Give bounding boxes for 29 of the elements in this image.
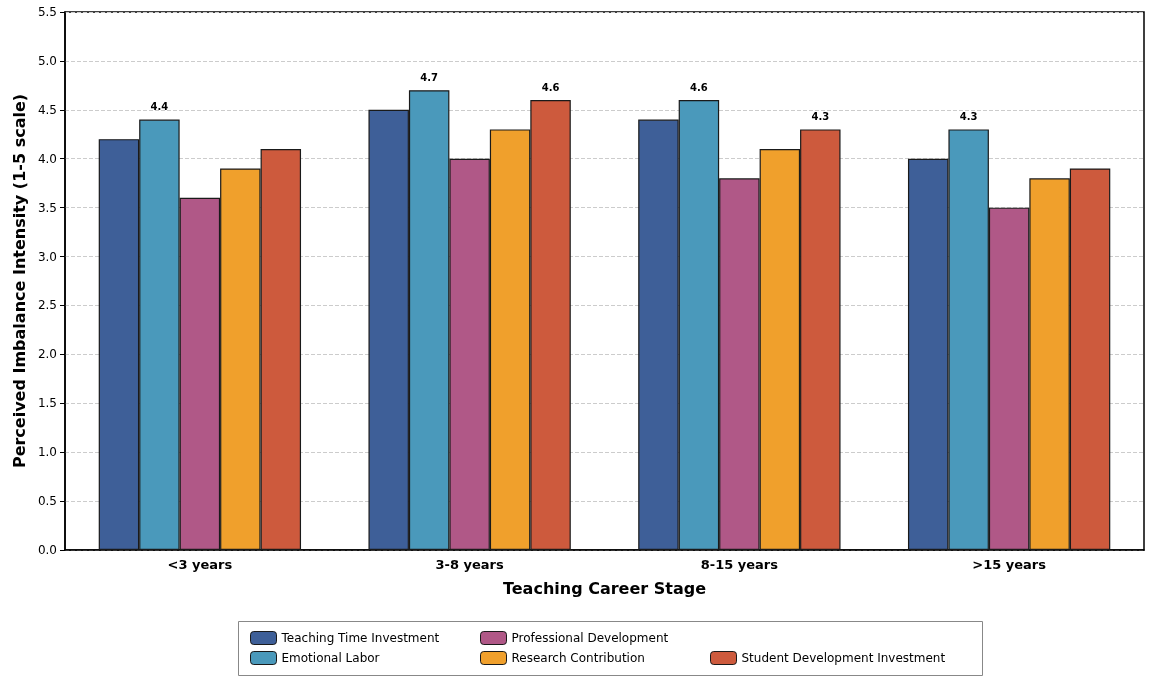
y-tick-label: 2.5: [37, 298, 57, 313]
legend-label: Emotional Labor: [281, 651, 380, 665]
data-label: 4.6: [690, 81, 708, 93]
data-label: 4.6: [541, 81, 560, 93]
y-tick-label: 2.0: [37, 347, 57, 362]
x-tick-label: 8-15 years: [700, 557, 779, 572]
y-tick-label: 5.5: [37, 5, 57, 19]
y-axis-title: Perceived Imbalance Intensity (1-5 scale): [9, 93, 29, 469]
data-label: 4.3: [959, 110, 978, 122]
legend-label: Professional Development: [511, 631, 669, 645]
y-tick-label: 5.0: [37, 53, 57, 68]
y-tick-label: 4.5: [37, 102, 57, 117]
x-tick-label: >15 years: [972, 557, 1047, 572]
data-label: 4.7: [420, 71, 439, 83]
x-axis-title: Teaching Career Stage: [502, 578, 707, 598]
legend-label: Student Development Investment: [741, 651, 946, 665]
legend-label: Teaching Time Investment: [280, 631, 440, 645]
y-tick-label: 4.0: [37, 151, 57, 166]
x-tick-label: 3-8 years: [435, 557, 504, 572]
y-tick-label: 3.5: [37, 200, 57, 215]
x-tick-label: <3 years: [167, 557, 233, 572]
data-label: 4.3: [811, 110, 830, 122]
y-tick-label: 1.0: [37, 445, 57, 460]
y-tick-label: 0.5: [37, 494, 57, 509]
y-tick-label: 0.0: [37, 543, 57, 557]
data-label: 4.4: [150, 101, 169, 113]
y-tick-label: 3.0: [37, 249, 57, 264]
legend-label: Research Contribution: [511, 651, 645, 665]
y-tick-label: 1.5: [37, 396, 57, 411]
